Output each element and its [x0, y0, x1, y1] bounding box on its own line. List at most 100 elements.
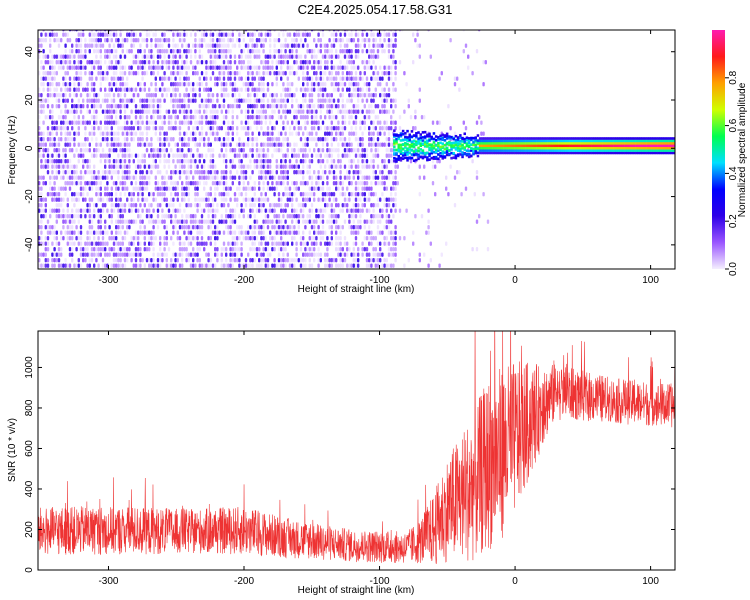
heatmap-cell [348, 49, 351, 54]
heatmap-cell [343, 109, 347, 114]
heatmap-cell [75, 197, 78, 202]
heatmap-cell [75, 164, 78, 169]
heatmap-cell [374, 148, 377, 153]
heatmap-cell [293, 54, 296, 59]
heatmap-cell [401, 30, 404, 32]
heatmap-cell [348, 60, 351, 65]
heatmap-cell [229, 208, 232, 213]
heatmap-cell [302, 219, 305, 224]
heatmap-cell [123, 93, 127, 98]
heatmap-cell [271, 181, 274, 186]
heatmap-cell [374, 247, 377, 252]
heatmap-cell [308, 137, 311, 142]
heatmap-cell [236, 186, 239, 191]
heatmap-cell [253, 49, 256, 54]
heatmap-cell [297, 170, 300, 175]
heatmap-cell [346, 76, 349, 81]
heatmap-cell [350, 148, 353, 153]
heatmap-cell [64, 109, 67, 114]
heatmap-cell [38, 225, 41, 230]
heatmap-cell [335, 203, 338, 208]
heatmap-cell [185, 49, 188, 54]
heatmap-cell [253, 120, 256, 125]
heatmap-cell [110, 76, 113, 81]
heatmap-cell [284, 109, 287, 114]
heatmap-cell [119, 181, 122, 186]
heatmap-cell [308, 258, 311, 263]
heatmap-cell [143, 225, 146, 230]
heatmap-cell [42, 65, 45, 70]
heatmap-cell [192, 30, 195, 32]
heatmap-cell [361, 164, 364, 169]
heatmap-cell [273, 241, 276, 246]
heatmap-cell [211, 93, 215, 98]
heatmap-cell [64, 93, 67, 98]
heatmap-cell [244, 126, 248, 131]
heatmap-cell [280, 30, 283, 32]
heatmap-cell [163, 214, 166, 219]
heatmap-cell [143, 186, 146, 191]
heatmap-cell [280, 76, 283, 81]
heatmap-cell [269, 65, 272, 70]
heatmap-cell [132, 93, 135, 98]
heatmap-cell [260, 225, 263, 230]
heatmap-cell [395, 141, 398, 145]
heatmap-cell [262, 230, 265, 235]
heatmap-cell [299, 148, 303, 153]
heatmap-cell [99, 65, 102, 70]
heatmap-cell [207, 192, 210, 197]
heatmap-cell [185, 192, 188, 197]
heatmap-cell [200, 241, 204, 246]
heatmap-cell [108, 153, 111, 158]
heatmap-cell [62, 225, 65, 230]
heatmap-cell [139, 131, 142, 136]
heatmap-cell [139, 170, 142, 175]
heatmap-cell [335, 126, 338, 131]
heatmap-cell [101, 170, 105, 175]
heatmap-cell [376, 241, 380, 246]
heatmap-cell [220, 153, 223, 158]
heatmap-cell [143, 49, 146, 54]
heatmap-cell [370, 186, 373, 191]
heatmap-cell [397, 137, 400, 141]
heatmap-cell [299, 192, 303, 197]
heatmap-cell [415, 158, 418, 162]
heatmap-cell [214, 49, 217, 54]
heatmap-cell [79, 247, 83, 252]
heatmap-cell [282, 126, 285, 131]
heatmap-cell [97, 241, 100, 246]
heatmap-cell [284, 93, 287, 98]
heatmap-cell [231, 263, 234, 268]
heatmap-cell [428, 135, 431, 138]
heatmap-cell [258, 164, 261, 169]
heatmap-cell [295, 32, 298, 37]
heatmap-cell [148, 142, 151, 147]
heatmap-cell [176, 219, 179, 224]
heatmap-cell [115, 32, 118, 37]
heatmap-cell [214, 230, 217, 235]
heatmap-cell [150, 263, 153, 268]
heatmap-cell [220, 252, 223, 257]
heatmap-cell [273, 192, 276, 197]
heatmap-cell [97, 252, 100, 257]
heatmap-cell [159, 76, 162, 81]
heatmap-cell [49, 32, 52, 37]
heatmap-cell [148, 219, 151, 224]
heatmap-cell [185, 181, 188, 186]
heatmap-cell [275, 164, 278, 169]
heatmap-cell [286, 43, 289, 48]
heatmap-cell [313, 236, 316, 241]
heatmap-cell [390, 252, 393, 257]
heatmap-cell [46, 93, 50, 98]
heatmap-cell [46, 153, 50, 158]
heatmap-cell [480, 120, 483, 125]
heatmap-cell [354, 214, 358, 219]
heatmap-cell [82, 247, 85, 252]
heatmap-cell [176, 252, 179, 257]
heatmap-cell [115, 120, 118, 125]
heatmap-cell [370, 164, 373, 169]
heatmap-cell [42, 214, 45, 219]
heatmap-cell [165, 148, 168, 153]
heatmap-cell [44, 54, 47, 59]
heatmap-cell [172, 54, 175, 59]
